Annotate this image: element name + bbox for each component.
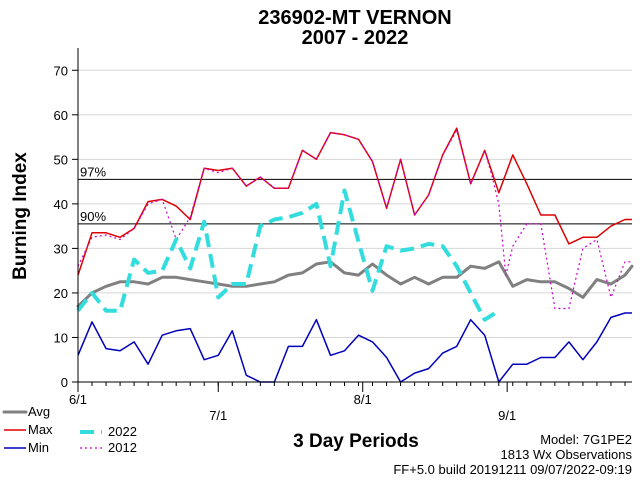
y-tick-label: 40 <box>54 197 68 212</box>
series-line-2022 <box>76 188 500 322</box>
series-line-2012 <box>77 129 632 310</box>
x-tick-labels: 6/1 7/1 8/1 9/1 <box>69 392 516 423</box>
gridlines <box>78 69 632 338</box>
observations-label: 1813 Wx Observations <box>500 447 632 462</box>
y-tick-label: 10 <box>54 330 68 345</box>
legend-label-2022: 2022 <box>108 424 137 439</box>
y-tick-label: 70 <box>54 63 68 78</box>
y-tick-labels: 0 10 20 30 40 50 60 70 <box>54 63 68 390</box>
reference-label: 97% <box>80 164 106 179</box>
y-axis-label: Burning Index <box>10 152 31 280</box>
chart-title: 236902-MT VERNON <box>258 7 451 29</box>
x-axis-label: 3 Day Periods <box>293 431 419 452</box>
legend-label-max: Max <box>28 422 53 437</box>
y-tick-label: 30 <box>54 241 68 256</box>
series-line-avg <box>76 260 634 308</box>
chart-subtitle: 2007 - 2022 <box>302 27 409 49</box>
y-tick-label: 20 <box>54 286 68 301</box>
y-tick-label: 60 <box>54 108 68 123</box>
x-tick-label: 9/1 <box>498 408 516 423</box>
axes <box>72 48 632 392</box>
x-tick-label: 7/1 <box>209 408 227 423</box>
y-tick-label: 0 <box>61 375 68 390</box>
reference-label: 90% <box>80 209 106 224</box>
x-tick-label: 8/1 <box>354 392 372 407</box>
series-line-min <box>77 312 632 383</box>
build-label: FF+5.0 build 20191211 09/07/2022-09:19 <box>393 462 632 477</box>
series-line-max <box>77 127 632 276</box>
legend-label-2012: 2012 <box>108 440 137 455</box>
x-tick-label: 6/1 <box>69 392 87 407</box>
legend-label-avg: Avg <box>28 404 50 419</box>
reference-lines: 97% 90% <box>78 164 632 225</box>
legend-label-min: Min <box>28 440 49 455</box>
series-lines <box>76 127 634 383</box>
model-label: Model: 7G1PE2 <box>540 432 632 447</box>
y-tick-label: 50 <box>54 152 68 167</box>
